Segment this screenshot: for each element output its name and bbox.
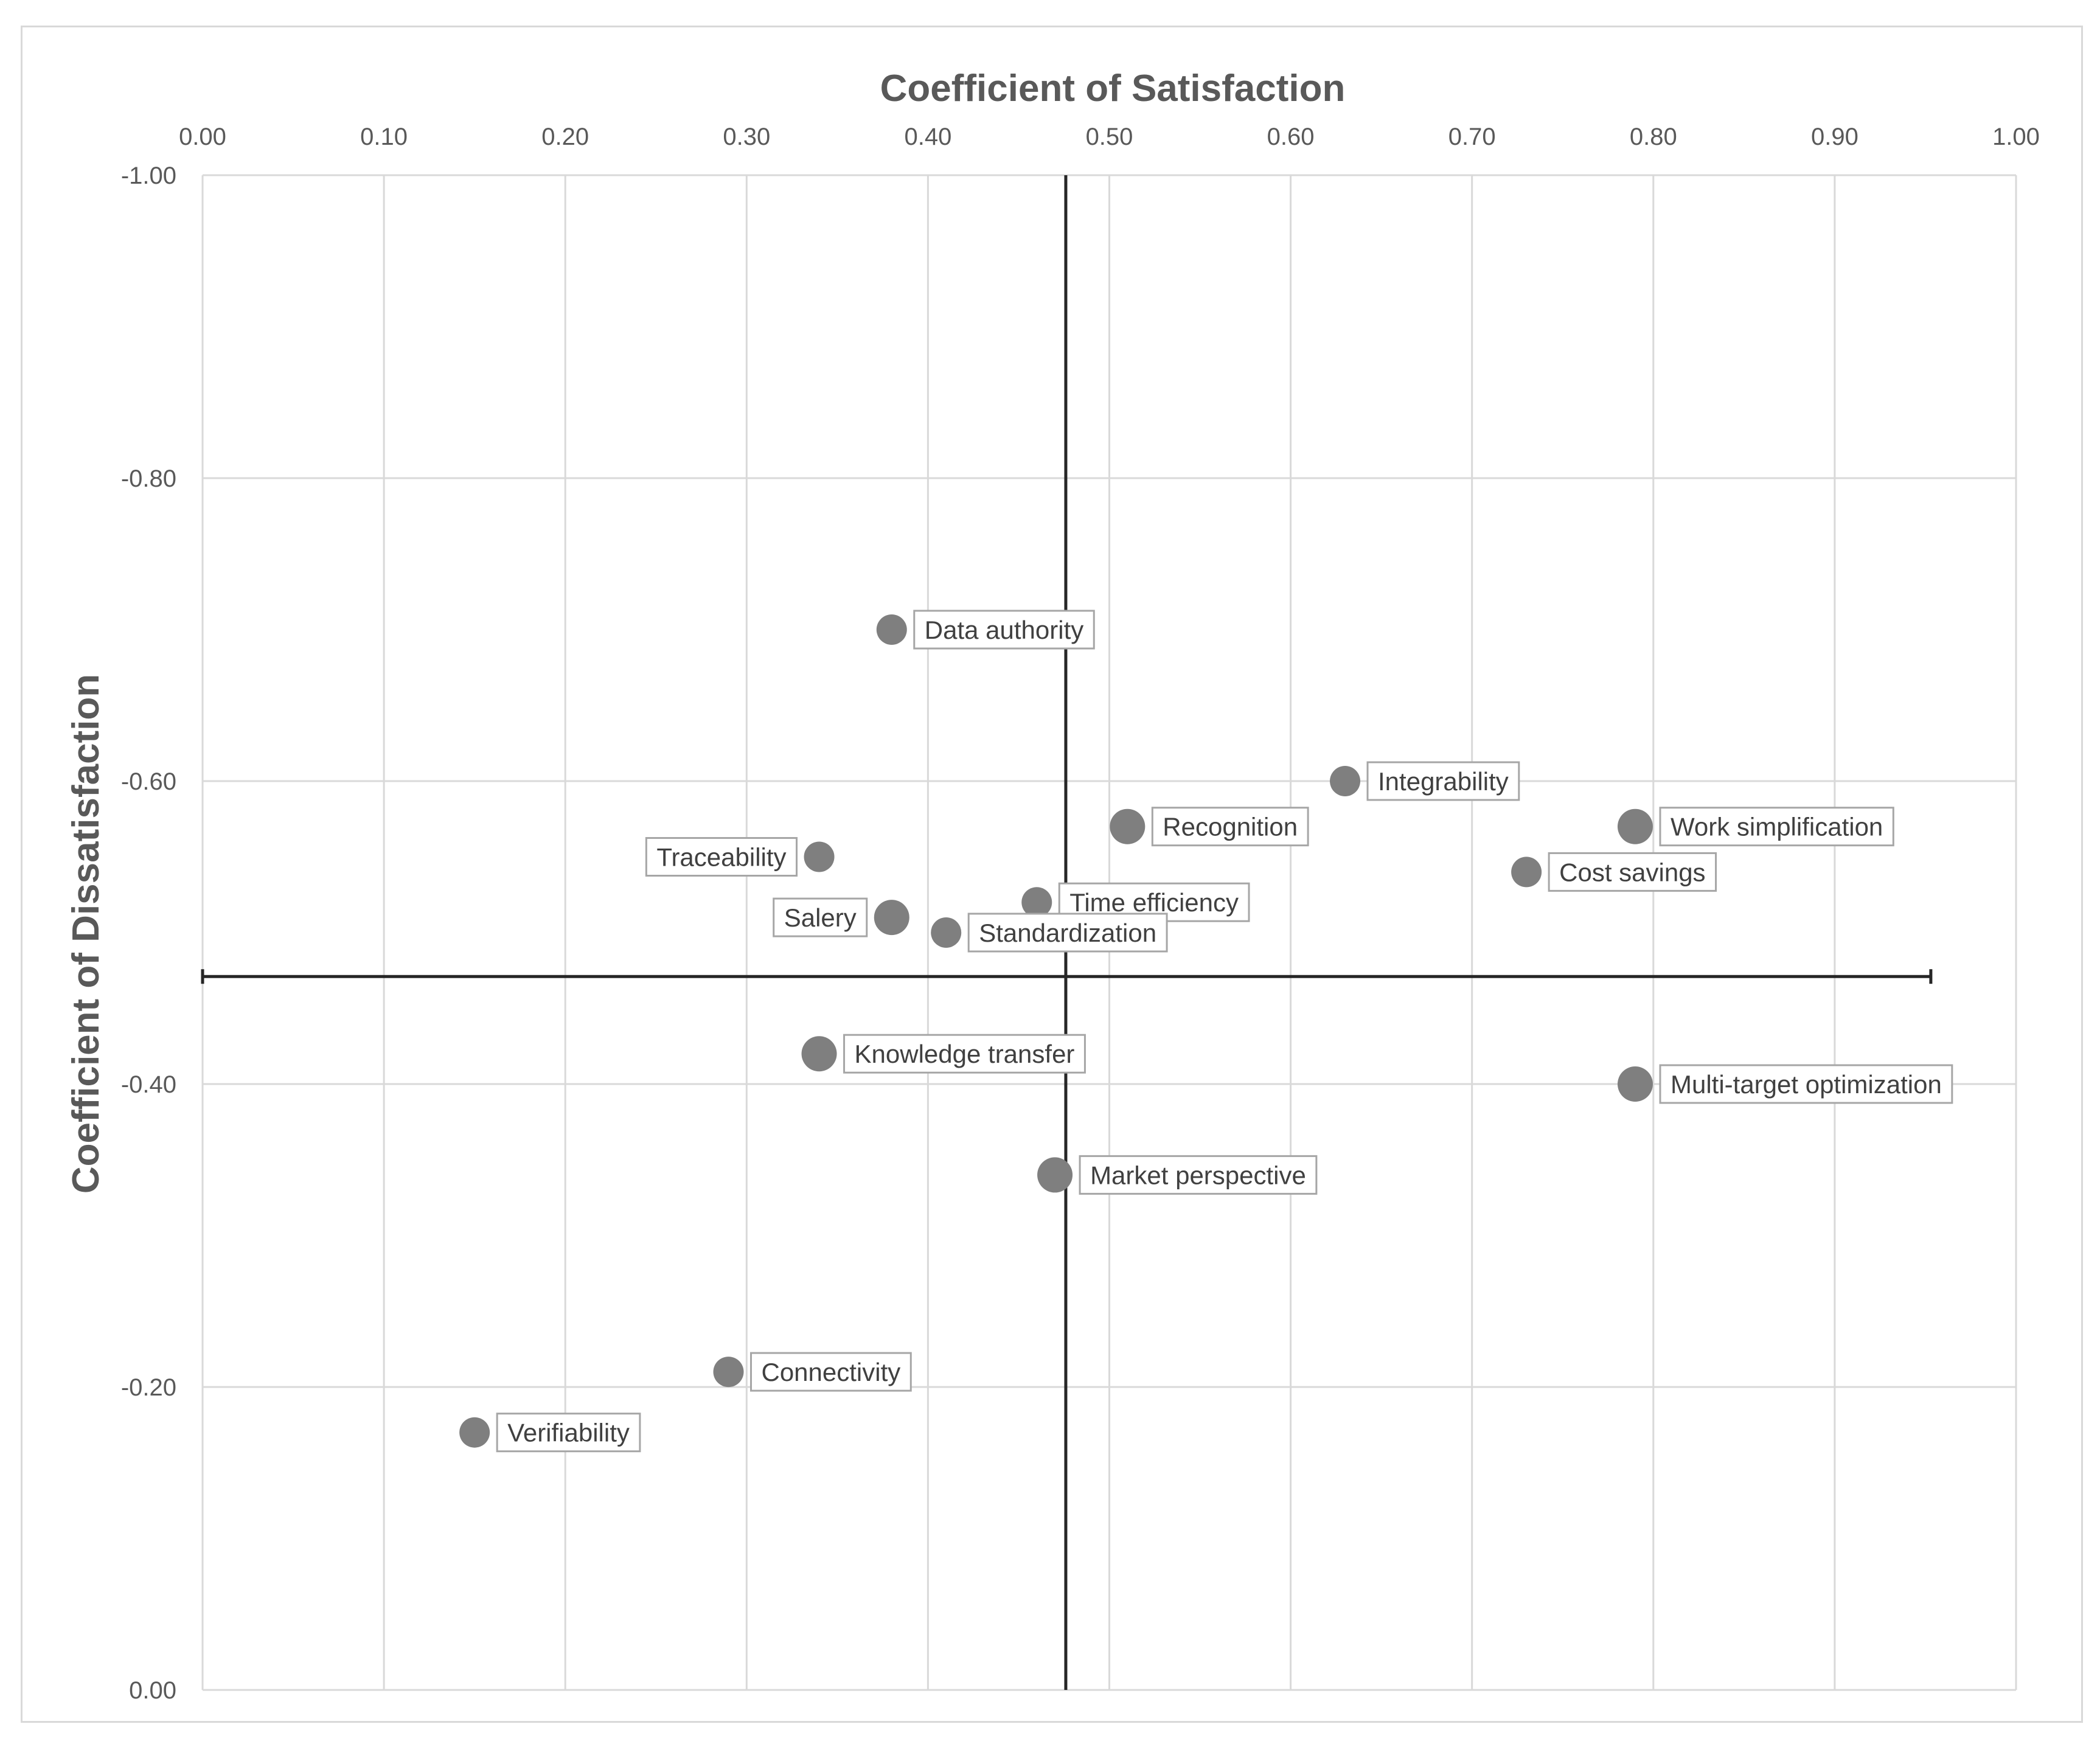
data-point-group: Integrability [1330, 761, 1520, 801]
data-point-label: Work simplification [1671, 813, 1883, 841]
data-point-group: Time efficiency [1021, 882, 1250, 922]
data-point-label-box [1079, 1155, 1318, 1195]
x-tick-label: 1.00 [1992, 123, 2040, 150]
chart-frame [21, 26, 2083, 1723]
x-tick-label: 0.40 [904, 123, 951, 150]
data-point-group: Work simplification [1617, 807, 1894, 847]
y-axis-title: Coefficient of Dissatisfaction [65, 674, 107, 1194]
data-point-group: Connectivity [713, 1352, 912, 1392]
data-point-marker [876, 614, 907, 645]
y-tick-label: 0.00 [129, 1677, 176, 1704]
data-point-group: Standardization [931, 912, 1168, 953]
data-point-group: Cost savings [1511, 852, 1717, 892]
data-point-label-box [749, 1352, 912, 1392]
data-point-label: Recognition [1163, 813, 1298, 841]
data-point-group: Market perspective [1037, 1155, 1318, 1195]
data-point-marker [874, 900, 909, 936]
data-point-marker [1617, 808, 1653, 844]
y-tick-label: -0.20 [121, 1374, 176, 1401]
y-tick-label: -0.80 [121, 465, 176, 492]
data-point-label-box [1659, 1064, 1953, 1104]
grid-lines [201, 174, 2017, 1691]
data-point-label-box [1548, 852, 1717, 892]
data-point-marker [1110, 808, 1146, 844]
data-point-label: Standardization [979, 919, 1156, 947]
data-point-label-box [913, 610, 1095, 650]
data-point-label: Integrability [1378, 767, 1509, 796]
data-point-marker [1511, 857, 1542, 888]
x-tick-label: 0.50 [1086, 123, 1133, 150]
data-point-label-box [1659, 807, 1894, 847]
data-point-marker [713, 1357, 744, 1388]
data-point-marker [1021, 887, 1052, 918]
x-tick-label: 0.20 [541, 123, 589, 150]
x-axis-title: Coefficient of Satisfaction [880, 68, 1346, 109]
data-point-group: Knowledge transfer [801, 1034, 1086, 1074]
data-point-label-box [1151, 807, 1309, 847]
x-tick-label: 0.10 [360, 123, 408, 150]
data-point-label: Multi-target optimization [1671, 1070, 1942, 1099]
x-tick-label: 0.00 [179, 123, 226, 150]
data-point-label-box [843, 1034, 1086, 1074]
data-point-label: Market perspective [1090, 1161, 1306, 1189]
data-point-group: Verifiability [459, 1413, 641, 1453]
data-point-marker [459, 1417, 490, 1448]
data-point-label: Salery [784, 903, 857, 932]
data-points: Data authority Integrability Recognition Wo… [459, 610, 1953, 1453]
data-point-label: Data authority [925, 616, 1083, 644]
data-point-group: Traceability [645, 837, 835, 877]
data-point-label: Connectivity [761, 1358, 900, 1386]
data-point-marker [1330, 766, 1361, 796]
data-point-label: Verifiability [507, 1419, 630, 1447]
data-point-label: Time efficiency [1069, 888, 1239, 917]
x-tick-label: 0.80 [1630, 123, 1677, 150]
data-point-group: Salery [773, 897, 909, 937]
y-tick-label: -0.40 [121, 1071, 176, 1098]
data-point-marker [1617, 1066, 1653, 1102]
data-point-label-box [496, 1413, 641, 1453]
data-point-label: Cost savings [1559, 858, 1705, 886]
x-tick-label: 0.90 [1811, 123, 1858, 150]
x-tick-label: 0.30 [723, 123, 770, 150]
y-tick-label: -0.60 [121, 768, 176, 795]
y-tick-label: -1.00 [121, 162, 176, 189]
data-point-group: Recognition [1110, 807, 1309, 847]
data-point-group: Multi-target optimization [1617, 1064, 1953, 1104]
data-point-group: Data authority [876, 610, 1095, 650]
tick-labels: 0.00 0.10 0.20 0.30 0.40 0.50 0.60 0.70 0.80 0.90… [121, 123, 2040, 1704]
x-tick-label: 0.60 [1267, 123, 1315, 150]
data-point-label: Knowledge transfer [855, 1040, 1075, 1068]
data-point-label: Traceability [656, 843, 786, 872]
data-point-label-box [967, 912, 1168, 953]
data-point-label-box [645, 837, 798, 877]
data-point-marker [801, 1036, 837, 1072]
data-point-label-box [1366, 761, 1520, 801]
data-point-marker [1037, 1157, 1073, 1193]
data-point-label-box [773, 897, 868, 937]
data-point-marker [804, 841, 835, 872]
x-tick-label: 0.70 [1448, 123, 1496, 150]
data-point-marker [931, 917, 962, 948]
